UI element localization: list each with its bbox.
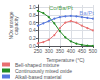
svg-text:Alkali-based material: Alkali-based material: [15, 74, 61, 80]
svg-text:500: 500: [89, 48, 98, 54]
svg-text:450: 450: [78, 48, 87, 54]
svg-text:0.4: 0.4: [29, 27, 36, 33]
svg-text:Ba/Pt: Ba/Pt: [79, 10, 94, 16]
svg-text:NOx storage: NOx storage: [7, 11, 14, 40]
svg-text:350: 350: [56, 48, 65, 54]
svg-text:0.8: 0.8: [29, 12, 36, 18]
svg-text:Co/Ba/Pt: Co/Ba/Pt: [49, 5, 73, 11]
svg-text:Bell-shaped mixture: Bell-shaped mixture: [15, 61, 60, 68]
svg-text:Continuously mixed oxide: Continuously mixed oxide: [15, 67, 72, 74]
svg-text:250: 250: [34, 48, 43, 54]
svg-text:Temperature (°C): Temperature (°C): [46, 57, 85, 64]
svg-text:capacity: capacity: [13, 16, 19, 35]
svg-text:400: 400: [67, 48, 76, 54]
svg-text:0.2: 0.2: [29, 35, 36, 41]
svg-text:1.0: 1.0: [29, 4, 36, 10]
svg-text:0.6: 0.6: [29, 20, 36, 26]
svg-text:300: 300: [45, 48, 54, 54]
svg-text:0.0: 0.0: [28, 43, 36, 49]
